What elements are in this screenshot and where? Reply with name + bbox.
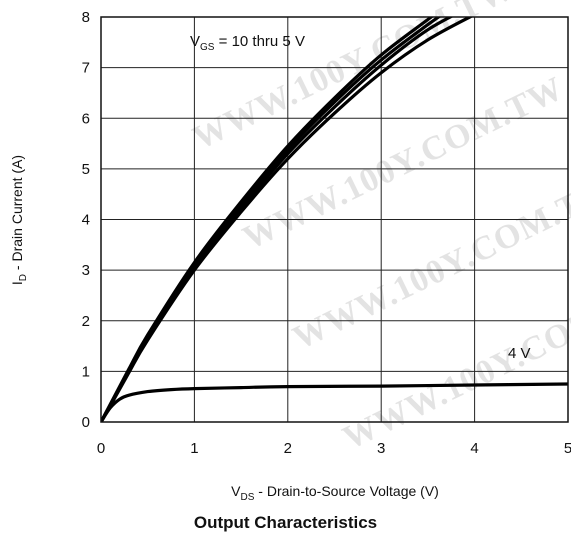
vgs-annotation-rest: = 10 thru 5 V	[214, 33, 304, 50]
vgs-annotation: VGS = 10 thru 5 V	[190, 33, 305, 53]
curve-group	[101, 17, 568, 422]
x-axis-label-sub: DS	[241, 492, 255, 503]
y-tick-label-3: 3	[82, 262, 90, 279]
x-axis-label-rest: - Drain-to-Source Voltage (V)	[254, 483, 438, 499]
y-tick-label-5: 5	[82, 161, 90, 178]
y-tick-label-0: 0	[82, 414, 90, 431]
y-tick-label-7: 7	[82, 60, 90, 77]
y-tick-label-4: 4	[82, 212, 90, 229]
plot-frame	[100, 16, 569, 423]
x-tick-label-2: 2	[284, 440, 292, 457]
y-axis-label-sub: D	[18, 274, 29, 281]
series-curve-3	[101, 17, 474, 422]
vgs-annotation-main: V	[190, 33, 200, 50]
curves	[101, 17, 568, 422]
x-tick-labels: 0 1 2 3 4 5	[97, 440, 571, 457]
y-tick-labels: 0 1 2 3 4 5 6 7 8	[82, 9, 90, 431]
x-tick-label-3: 3	[377, 440, 385, 457]
x-tick-label-0: 0	[97, 440, 105, 457]
x-axis-label-main: V	[231, 483, 241, 499]
x-tick-label-4: 4	[470, 440, 478, 457]
chart-caption: Output Characteristics	[193, 513, 378, 532]
x-tick-label-5: 5	[564, 440, 571, 457]
y-axis-label-main: I	[9, 281, 25, 285]
x-tick-label-1: 1	[190, 440, 198, 457]
y-tick-label-1: 1	[82, 363, 90, 380]
vgs-annotation-sub: GS	[200, 42, 215, 53]
y-axis-label-rest: - Drain Current (A)	[9, 155, 25, 274]
x-axis-label: VDS - Drain-to-Source Voltage (V)	[231, 483, 439, 503]
v4-annotation: 4 V	[508, 345, 531, 362]
y-tick-label-2: 2	[82, 313, 90, 330]
series-curve-4	[101, 382, 568, 422]
y-axis-label: ID - Drain Current (A)	[9, 155, 29, 285]
y-tick-label-8: 8	[82, 9, 90, 26]
y-tick-label-6: 6	[82, 110, 90, 127]
